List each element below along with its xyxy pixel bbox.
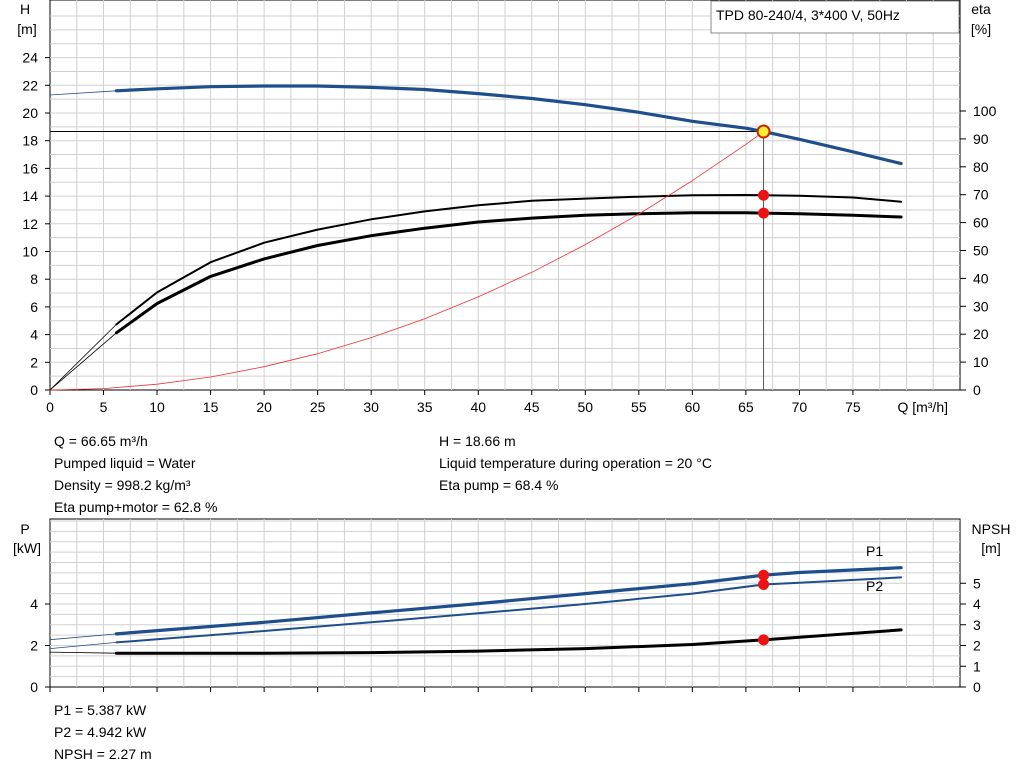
info-temperature: Liquid temperature during operation = 20… [439,455,712,471]
h-tick-label: 6 [30,299,38,315]
x-tick-label: 50 [578,399,594,415]
npsh-tick-label: 3 [973,617,981,633]
x-tick-label: 70 [792,399,808,415]
eta-tick-label: 60 [973,215,989,231]
info-p2: P2 = 4.942 kW [54,724,147,740]
info-q: Q = 66.65 m³/h [54,433,148,449]
eta-tick-label: 100 [973,103,997,119]
eta-pump-motor-extrapolation [49,332,117,391]
info-density: Density = 998.2 kg/m³ [54,477,191,493]
x-tick-label: 60 [685,399,701,415]
x-tick-label: 35 [417,399,433,415]
eta-total-op-point [758,207,770,219]
info-npsh: NPSH = 2.27 m [54,746,152,762]
npsh-tick-label: 5 [973,575,981,591]
h-tick-label: 22 [22,77,38,93]
p1-op-point [758,569,770,581]
h-tick-label: 4 [30,327,38,343]
p-tick-label: 2 [30,638,38,654]
p2-extrapolation [49,642,117,649]
h-tick-label: 16 [22,160,38,176]
x-tick-label: 5 [100,399,108,415]
npsh-tick-label: 2 [973,638,981,654]
eta-tick-label: 10 [973,354,989,370]
h-axis-label: H [20,1,30,17]
info-h: H = 18.66 m [439,433,516,449]
h-tick-label: 20 [22,105,38,121]
x-tick-label: 25 [310,399,326,415]
npsh-tick-label: 1 [973,658,981,674]
p2-series-label: P2 [866,578,883,594]
h-tick-label: 14 [22,188,38,204]
eta-tick-label: 50 [973,243,989,259]
eta-tick-label: 40 [973,270,989,286]
h-tick-label: 10 [22,244,38,260]
p-axis-unit: [kW] [13,540,41,556]
eta-tick-label: 0 [973,382,981,398]
eta-tick-label: 70 [973,187,989,203]
h-op-point [756,124,771,139]
p1-series-label: P1 [866,543,883,559]
eta-tick-label: 90 [973,131,989,147]
h-extrapolation [49,90,117,96]
eta-tick-label: 30 [973,298,989,314]
h-tick-label: 0 [30,382,38,398]
chart-title: TPD 80-240/4, 3*400 V, 50Hz [716,7,900,23]
h-tick-label: 8 [30,271,38,287]
info-bottom: P1 = 5.387 kW P2 = 4.942 kW NPSH = 2.27 … [54,699,152,765]
p-tick-label: 4 [30,596,38,612]
x-tick-label: 45 [524,399,540,415]
p-tick-label: 0 [30,679,38,695]
info-p1: P1 = 5.387 kW [54,702,147,718]
eta-pump-op-point [758,189,770,201]
title-box [710,0,960,34]
npsh-axis-unit: [m] [981,540,1000,556]
info-top-left: Q = 66.65 m³/h Pumped liquid = Water Den… [54,430,217,518]
npsh-tick-label: 0 [973,679,981,695]
h-axis-unit: [m] [17,21,36,37]
npsh-axis-label: NPSH [972,521,1011,537]
npsh-op-point [758,634,770,646]
x-tick-label: 40 [470,399,486,415]
eta-axis-unit: [%] [971,21,991,37]
x-tick-label: 55 [631,399,647,415]
info-top-right: H = 18.66 m Liquid temperature during op… [439,430,712,496]
system-curve-curve [49,131,764,391]
h-curve [114,84,903,166]
p-axis-label: P [20,521,29,537]
x-tick-label: 15 [203,399,219,415]
p2-curve [115,576,903,644]
h-tick-label: 12 [22,216,38,232]
npsh-curve [114,628,903,655]
eta-tick-label: 20 [973,326,989,342]
p2-op-point [758,578,770,590]
x-axis-label: Q [m³/h] [897,399,948,415]
eta-axis-label: eta [971,1,991,17]
h-tick-label: 24 [22,50,38,66]
eta-pump-extrapolation [49,324,117,391]
info-eta-pump: Eta pump = 68.4 % [439,477,559,493]
x-tick-label: 0 [46,399,54,415]
h-tick-label: 18 [22,133,38,149]
x-tick-label: 30 [363,399,379,415]
x-tick-label: 10 [149,399,165,415]
npsh-tick-label: 4 [973,596,981,612]
eta-tick-label: 80 [973,159,989,175]
info-liquid: Pumped liquid = Water [54,455,196,471]
p1-extrapolation [49,633,117,641]
npsh-extrapolation [49,651,117,654]
eta-pump-curve [115,194,903,326]
p1-curve [114,566,903,636]
info-eta-total: Eta pump+motor = 62.8 % [54,499,218,515]
eta-pump-motor-curve [114,211,903,335]
x-tick-label: 20 [256,399,272,415]
x-tick-label: 65 [738,399,754,415]
x-tick-label: 75 [845,399,861,415]
h-tick-label: 2 [30,354,38,370]
